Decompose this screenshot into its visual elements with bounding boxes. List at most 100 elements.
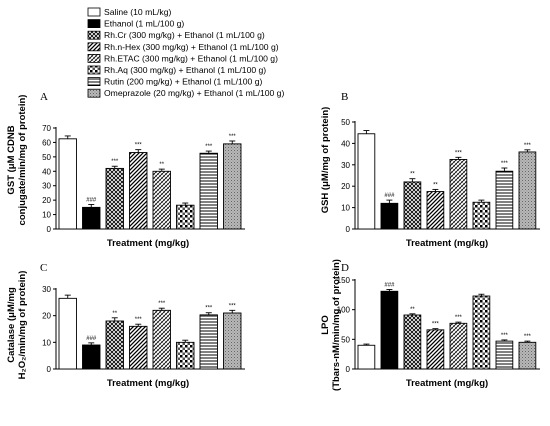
y-tick-label: 20 — [42, 196, 51, 205]
y-axis-label-line: LPO — [320, 315, 331, 335]
y-tick-label: 20 — [42, 312, 51, 321]
y-axis-label-line: Catalase (μM/mg — [6, 287, 17, 363]
significance-label: *** — [229, 134, 237, 140]
y-axis-label-line: conjugate/min/mg of protein) — [17, 95, 28, 226]
y-tick-label: 100 — [337, 306, 351, 315]
bar — [380, 290, 399, 370]
panel-letter: B — [341, 91, 348, 103]
bar — [223, 143, 242, 230]
significance-label: *** — [229, 303, 237, 309]
legend-swatch — [87, 30, 101, 40]
significance-label: ** — [159, 162, 164, 168]
significance-label: *** — [205, 144, 213, 150]
y-tick-label: 0 — [47, 365, 52, 374]
y-tick-label: 10 — [42, 338, 51, 347]
y-tick-label: 60 — [42, 138, 51, 147]
y-tick-label: 10 — [341, 204, 350, 213]
y-tick-label: 40 — [341, 139, 350, 148]
significance-label: *** — [432, 322, 440, 328]
bar — [403, 181, 422, 230]
y-tick-label: 40 — [42, 167, 51, 176]
y-axis-label: GST (μM CDNBconjugate/min/mg of protein) — [6, 95, 28, 226]
y-tick-label: 30 — [42, 182, 51, 191]
significance-label: *** — [135, 143, 143, 149]
chart-panel-a: 010203040506070###**************Treatmen… — [6, 91, 245, 249]
bar — [449, 322, 468, 370]
y-axis-label: LPO(Tbars-nM/min/mg of protein) — [320, 259, 342, 391]
significance-label: *** — [205, 306, 213, 312]
legend-label: Rh.n-Hex (300 mg/kg) + Ethanol (1 mL/100… — [104, 42, 279, 52]
bar — [472, 295, 491, 370]
bar — [129, 325, 148, 370]
bar — [105, 320, 124, 370]
bar — [58, 138, 77, 230]
y-axis-label-line: H₂O₂/min/mg of protein) — [17, 271, 28, 380]
significance-label: *** — [501, 161, 509, 167]
significance-label: *** — [524, 334, 532, 340]
legend: Saline (10 mL/kg)Ethanol (1 mL/100 g)Rh.… — [87, 7, 284, 98]
significance-label: ### — [86, 197, 97, 203]
y-axis-label: Catalase (μM/mgH₂O₂/min/mg of protein) — [6, 271, 28, 380]
y-tick-label: 10 — [42, 211, 51, 220]
bar — [199, 314, 218, 370]
y-tick-label: 150 — [337, 276, 351, 285]
y-tick-label: 70 — [42, 124, 51, 133]
y-tick-label: 0 — [346, 225, 351, 234]
y-axis-label-line: GST (μM CDNB — [6, 125, 17, 194]
legend-swatch — [87, 65, 101, 75]
legend-swatch — [87, 88, 101, 98]
y-tick-label: 30 — [42, 285, 51, 294]
bar — [105, 167, 124, 230]
y-tick-label: 0 — [47, 225, 52, 234]
bar — [176, 204, 195, 230]
legend-label: Rutin (200 mg/kg) + Ethanol (1 mL/100 g) — [104, 77, 262, 87]
bar — [58, 297, 77, 370]
bar — [152, 309, 171, 370]
x-axis-label: Treatment (mg/kg) — [406, 378, 488, 389]
bar — [495, 170, 514, 230]
chart-panels: 010203040506070###**************Treatmen… — [6, 91, 540, 391]
y-tick-label: 50 — [341, 118, 350, 127]
significance-label: *** — [158, 301, 166, 307]
y-tick-label: 50 — [42, 153, 51, 162]
legend-swatch — [87, 77, 101, 86]
panel-letter: C — [40, 262, 47, 274]
bar — [380, 202, 399, 230]
y-tick-label: 30 — [341, 161, 350, 170]
bar — [176, 341, 195, 370]
y-axis-label: GSH (μM/mg of protein) — [320, 107, 331, 214]
significance-label: ** — [410, 307, 415, 313]
significance-label: ** — [433, 182, 438, 188]
significance-label: ### — [86, 336, 97, 342]
bar — [426, 191, 445, 230]
panel-letter: D — [341, 262, 349, 274]
significance-label: *** — [135, 317, 143, 323]
legend-label: Rh.Aq (300 mg/kg) + Ethanol (1 mL/100 g) — [104, 65, 266, 75]
legend-swatch — [87, 42, 101, 52]
legend-label: Ethanol (1 mL/100 g) — [104, 19, 184, 29]
legend-label: Saline (10 mL/kg) — [104, 7, 171, 17]
x-axis-label: Treatment (mg/kg) — [406, 238, 488, 249]
bar — [82, 344, 101, 370]
bar — [357, 344, 376, 370]
significance-label: *** — [455, 150, 463, 156]
significance-label: ### — [384, 193, 395, 199]
y-tick-label: 20 — [341, 182, 350, 191]
bar — [495, 340, 514, 370]
legend-label: Rh.Cr (300 mg/kg) + Ethanol (1 mL/100 g) — [104, 30, 265, 40]
x-axis-label: Treatment (mg/kg) — [107, 378, 189, 389]
bar — [518, 341, 537, 370]
significance-label: *** — [111, 159, 119, 165]
bar — [518, 151, 537, 230]
y-tick-label: 50 — [341, 335, 350, 344]
bar — [82, 206, 101, 230]
legend-swatch — [87, 54, 101, 63]
legend-swatch — [87, 7, 101, 17]
significance-label: *** — [501, 333, 509, 339]
legend-swatch — [87, 19, 101, 29]
bar — [449, 158, 468, 230]
